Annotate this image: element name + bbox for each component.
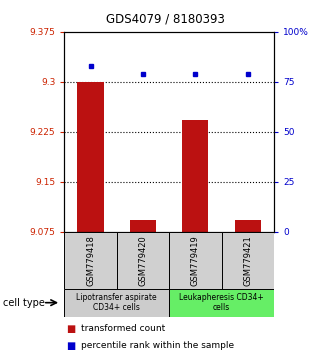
Text: GDS4079 / 8180393: GDS4079 / 8180393 — [106, 12, 224, 25]
Text: ■: ■ — [66, 341, 76, 350]
Text: ■: ■ — [66, 324, 76, 333]
Bar — [169, 289, 274, 317]
Text: percentile rank within the sample: percentile rank within the sample — [81, 341, 234, 350]
Bar — [130, 220, 156, 232]
Text: GSM779420: GSM779420 — [138, 235, 148, 286]
Bar — [78, 82, 104, 232]
Text: Leukapheresis CD34+
cells: Leukapheresis CD34+ cells — [179, 293, 264, 312]
Bar — [117, 232, 169, 289]
Bar — [235, 220, 261, 232]
Text: GSM779419: GSM779419 — [191, 235, 200, 286]
Bar — [64, 232, 117, 289]
Bar — [221, 232, 274, 289]
Text: GSM779418: GSM779418 — [86, 235, 95, 286]
Bar — [182, 120, 209, 232]
Bar — [64, 289, 169, 317]
Text: transformed count: transformed count — [81, 324, 165, 333]
Text: GSM779421: GSM779421 — [243, 235, 252, 286]
Text: cell type: cell type — [3, 298, 45, 308]
Bar — [169, 232, 221, 289]
Text: Lipotransfer aspirate
CD34+ cells: Lipotransfer aspirate CD34+ cells — [77, 293, 157, 312]
